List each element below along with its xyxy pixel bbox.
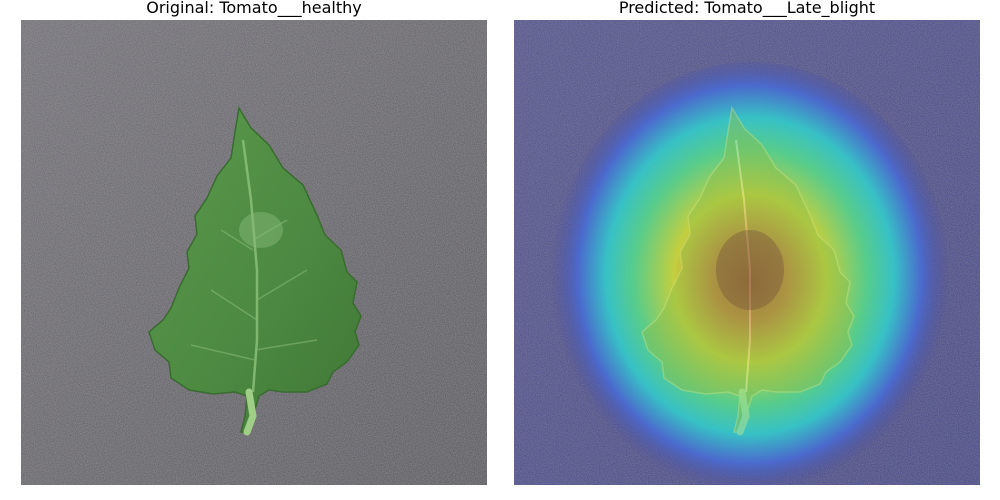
predicted-panel-title: Predicted: Tomato___Late_blight xyxy=(618,0,876,17)
original-leaf-image xyxy=(21,20,487,485)
leaf-shape xyxy=(148,105,362,436)
gradcam-heatmap-image xyxy=(514,20,980,485)
leaf-overlay-shape xyxy=(641,105,855,436)
original-panel-title: Original: Tomato___healthy xyxy=(146,0,362,17)
